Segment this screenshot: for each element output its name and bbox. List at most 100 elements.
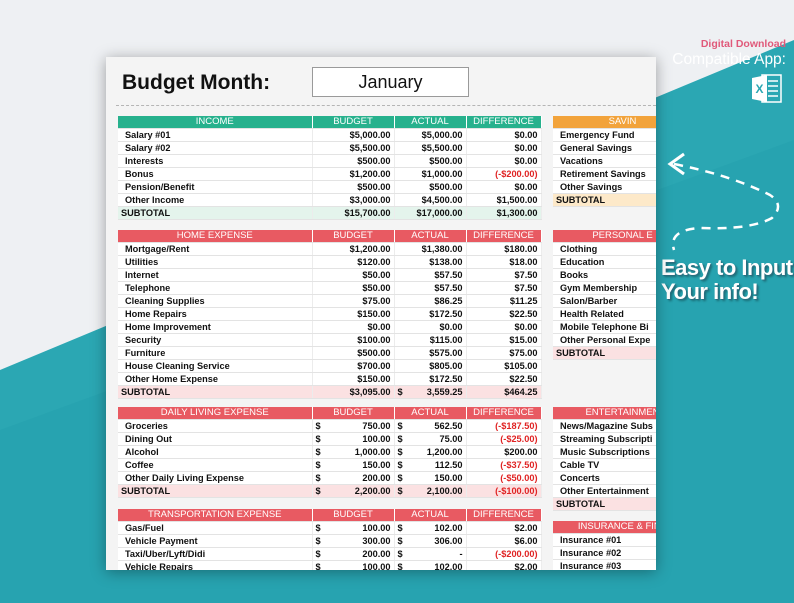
row-label: Salary #01 (118, 128, 313, 143)
cell-actual[interactable]: $500.00 (394, 154, 467, 169)
table-row: Salon/Barber (553, 294, 656, 309)
cell-actual[interactable]: $86.25 (394, 294, 467, 309)
cell-budget[interactable]: $500.00 (312, 180, 395, 195)
table-row: Cable TV (553, 458, 656, 473)
cell-budget[interactable]: $1,200.00 (312, 167, 395, 182)
cell-difference: $1,500.00 (466, 193, 542, 208)
cell-actual[interactable]: $115.00 (394, 333, 467, 348)
cell-budget[interactable]: $700.00 (312, 359, 395, 374)
daily-col-header: DAILY LIVING EXPENSE (118, 407, 313, 421)
cell-actual[interactable]: $ - (394, 547, 467, 562)
table-row: Other Income $3,000.00 $4,500.00 $1,500.00 (118, 193, 542, 208)
cell-value: 100.00 (362, 434, 391, 445)
cell-budget[interactable]: $1,000.00 (312, 445, 395, 460)
cell-budget[interactable]: $750.00 (312, 419, 395, 434)
cell-difference: $11.25 (466, 294, 542, 309)
cell-budget[interactable]: $150.00 (312, 307, 395, 322)
row-label: Taxi/Uber/Lyft/Didi (118, 547, 313, 562)
table-row: Groceries $750.00 $562.50 (-$187.50) (118, 419, 542, 434)
cell-budget[interactable]: $5,500.00 (312, 141, 395, 156)
row-label: Streaming Subscripti (553, 432, 656, 447)
cell-actual[interactable]: $172.50 (394, 307, 467, 322)
currency-symbol: $ (315, 562, 321, 570)
cell-actual[interactable]: $306.00 (394, 534, 467, 549)
cell-difference: $15.00 (466, 333, 542, 348)
row-label: Alcohol (118, 445, 313, 460)
cell-budget[interactable]: $300.00 (312, 534, 395, 549)
cell-actual[interactable]: $1,200.00 (394, 445, 467, 460)
cell-budget[interactable]: $100.00 (312, 333, 395, 348)
table-row: Insurance #01 (553, 533, 656, 548)
cell-actual[interactable]: $57.50 (394, 268, 467, 283)
cell-value: 102.00 (434, 523, 463, 534)
table-row: News/Magazine Subs (553, 419, 656, 434)
transport-col-header: TRANSPORTATION EXPENSE (118, 509, 313, 523)
cell-difference: $2.00 (466, 560, 542, 570)
row-label: Emergency Fund (553, 128, 656, 143)
cell-actual[interactable]: $500.00 (394, 180, 467, 195)
cell-value: 3,559.25 (426, 387, 463, 398)
currency-symbol: $ (397, 549, 403, 560)
cell-actual[interactable]: $112.50 (394, 458, 467, 473)
cell-actual[interactable]: $4,500.00 (394, 193, 467, 208)
row-label: Salary #02 (118, 141, 313, 156)
cell-value: 102.00 (434, 562, 463, 570)
cell-actual[interactable]: $172.50 (394, 372, 467, 387)
cell-budget[interactable]: $0.00 (312, 320, 395, 335)
cell-budget[interactable]: $120.00 (312, 255, 395, 270)
cell-actual[interactable]: $5,000.00 (394, 128, 467, 143)
table-row: Home Repairs $150.00 $172.50 $22.50 (118, 307, 542, 322)
row-label: Cable TV (553, 458, 656, 473)
cell-actual[interactable]: $138.00 (394, 255, 467, 270)
transport-col-header: DIFFERENCE (466, 509, 542, 523)
home-col-header: BUDGET (312, 230, 395, 244)
cell-budget[interactable]: $500.00 (312, 346, 395, 361)
cell-budget[interactable]: $5,000.00 (312, 128, 395, 143)
cell-budget[interactable]: $100.00 (312, 521, 395, 536)
dashed-arrow-icon (667, 152, 780, 251)
cell-actual[interactable]: $562.50 (394, 419, 467, 434)
row-label: Coffee (118, 458, 313, 473)
cell-budget[interactable]: $3,000.00 (312, 193, 395, 208)
cell-actual[interactable]: $805.00 (394, 359, 467, 374)
cell-difference: (-$187.50) (466, 419, 542, 434)
cell-budget[interactable]: $500.00 (312, 154, 395, 169)
cell-budget[interactable]: $100.00 (312, 560, 395, 570)
cell-difference: $200.00 (466, 445, 542, 460)
cell-actual[interactable]: $575.00 (394, 346, 467, 361)
cell-actual[interactable]: $1,000.00 (394, 167, 467, 182)
home-expense-table: HOME EXPENSE BUDGET ACTUAL DIFFERENCE Mortg… (118, 230, 542, 400)
cell-budget[interactable]: $150.00 (312, 458, 395, 473)
cell-budget[interactable]: $50.00 (312, 268, 395, 283)
row-label: Internet (118, 268, 313, 283)
cell-difference: $105.00 (466, 359, 542, 374)
cell-budget[interactable]: $200.00 (312, 547, 395, 562)
cell-value: 150.00 (362, 460, 391, 471)
subtotal-actual: $2,100.00 (394, 484, 467, 499)
budget-month-input[interactable]: January (312, 67, 469, 97)
cell-actual[interactable]: $150.00 (394, 471, 467, 486)
cell-budget[interactable]: $100.00 (312, 432, 395, 447)
cell-actual[interactable]: $5,500.00 (394, 141, 467, 156)
cell-budget[interactable]: $50.00 (312, 281, 395, 296)
cell-budget[interactable]: $1,200.00 (312, 242, 395, 257)
table-row: Emergency Fund (553, 128, 656, 143)
cell-budget[interactable]: $200.00 (312, 471, 395, 486)
subtotal-label: SUBTOTAL (118, 484, 313, 499)
cell-actual[interactable]: $0.00 (394, 320, 467, 335)
table-row: Health Related (553, 307, 656, 322)
subtotal-actual: $17,000.00 (394, 206, 467, 221)
cell-budget[interactable]: $75.00 (312, 294, 395, 309)
cell-actual[interactable]: $1,380.00 (394, 242, 467, 257)
row-label: Retirement Savings (553, 167, 656, 182)
brand-block: Digital Download Compatible App: (672, 38, 786, 69)
cell-budget[interactable]: $150.00 (312, 372, 395, 387)
tagline: Easy to Input Your info! (661, 256, 793, 304)
currency-symbol: $ (397, 421, 403, 432)
cell-actual[interactable]: $75.00 (394, 432, 467, 447)
cell-actual[interactable]: $57.50 (394, 281, 467, 296)
cell-difference: (-$50.00) (466, 471, 542, 486)
cell-actual[interactable]: $102.00 (394, 521, 467, 536)
cell-actual[interactable]: $102.00 (394, 560, 467, 570)
table-row: Books (553, 268, 656, 283)
